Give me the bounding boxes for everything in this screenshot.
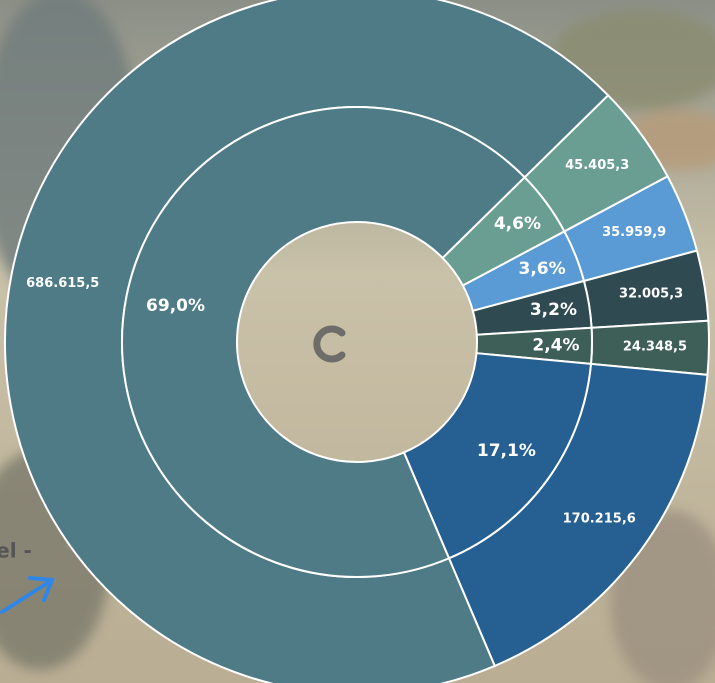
- page: el - 45.405,3 4,6% 35.959,9 3,6% 32.005,3 3,2…: [0, 0, 715, 683]
- value-label: 35.959,9: [602, 225, 666, 240]
- percent-label: 4,6%: [494, 214, 541, 234]
- value-label: 686.615,5: [26, 276, 99, 291]
- percent-label: 3,6%: [519, 259, 566, 279]
- percent-label: 3,2%: [530, 300, 577, 320]
- value-label: 170.215,6: [563, 512, 636, 527]
- value-label: 24.348,5: [623, 339, 687, 354]
- percent-label: 2,4%: [532, 335, 579, 355]
- percent-label: 69,0%: [146, 296, 205, 316]
- value-label: 32.005,3: [619, 287, 683, 302]
- percent-label: 17,1%: [477, 441, 536, 461]
- background-text: el -: [0, 539, 32, 563]
- value-label: 45.405,3: [565, 158, 629, 173]
- chart: el - 45.405,3 4,6% 35.959,9 3,6% 32.005,3 3,2…: [0, 0, 715, 683]
